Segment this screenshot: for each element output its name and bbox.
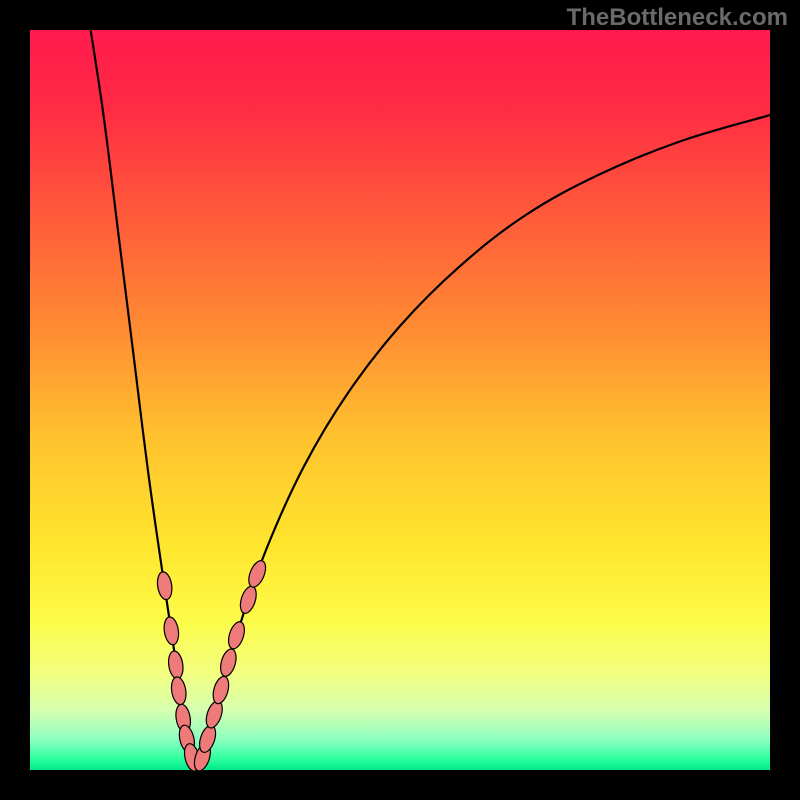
chart-frame: TheBottleneck.com (0, 0, 800, 800)
chart-svg (0, 0, 800, 800)
watermark-text: TheBottleneck.com (567, 4, 788, 32)
plot-background (30, 30, 770, 770)
